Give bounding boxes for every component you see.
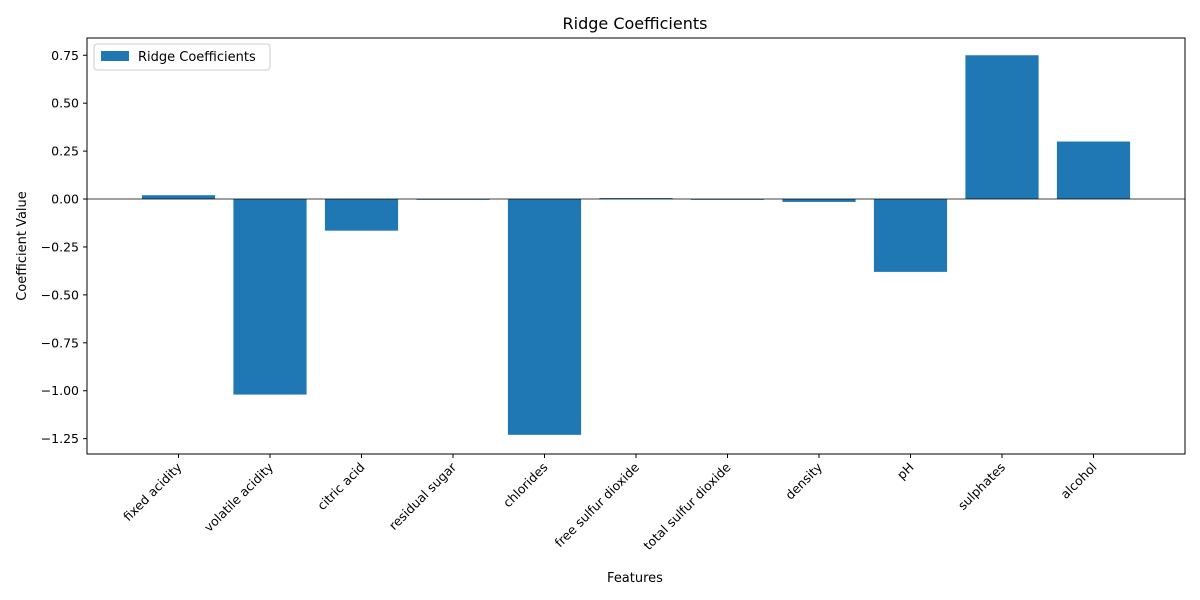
x-tick-label: free sulfur dioxide (552, 459, 643, 550)
x-axis: fixed acidity volatile acidity citric acid… (120, 454, 1100, 553)
y-tick-label: 0.50 (51, 96, 79, 111)
bar-citric-acid (324, 199, 399, 231)
y-tick-label: −0.25 (41, 239, 79, 254)
x-tick-label: sulphates (955, 460, 1008, 513)
y-axis: 0.75 0.50 0.25 0.00 −0.25 −0.50 −0.75 −1.00 −1.2… (41, 48, 87, 446)
bar-fixed-acidity (141, 195, 216, 200)
legend: Ridge Coefficients (93, 43, 271, 71)
y-tick-label: −0.75 (41, 335, 79, 350)
y-axis-label: Coefficient Value (15, 191, 30, 301)
bar-sulphates (965, 55, 1039, 200)
x-tick-label: pH (894, 460, 917, 483)
x-tick-label: total sulfur dioxide (640, 459, 734, 553)
x-tick-label: alcohol (1057, 460, 1099, 502)
y-tick-label: 0.25 (51, 144, 79, 159)
chart-title: Ridge Coefficients (563, 14, 708, 33)
y-tick-label: −1.00 (41, 383, 79, 398)
legend-entry: Ridge Coefficients (138, 50, 256, 65)
x-axis-label: Features (607, 571, 663, 586)
legend-swatch (101, 51, 129, 61)
y-tick-label: −1.25 (41, 431, 79, 446)
x-tick-label: fixed acidity (120, 459, 185, 524)
legend-box (93, 43, 271, 71)
y-tick-label: −0.50 (41, 287, 79, 302)
bar-pH (873, 199, 948, 272)
y-tick-label: 0.75 (51, 48, 79, 63)
x-tick-label: citric acid (314, 460, 367, 513)
x-tick-label: density (782, 459, 825, 502)
bar-density (782, 199, 856, 202)
x-tick-label: residual sugar (386, 459, 460, 533)
x-tick-label: chlorides (500, 460, 551, 511)
bar-chlorides (507, 199, 582, 435)
x-tick-label: volatile acidity (201, 459, 277, 535)
bar-free-sulfur-dioxide (599, 198, 673, 200)
y-tick-label: 0.00 (51, 192, 79, 207)
bar-volatile-acidity (233, 199, 307, 395)
bars (141, 55, 1131, 435)
bar-alcohol (1056, 141, 1131, 200)
